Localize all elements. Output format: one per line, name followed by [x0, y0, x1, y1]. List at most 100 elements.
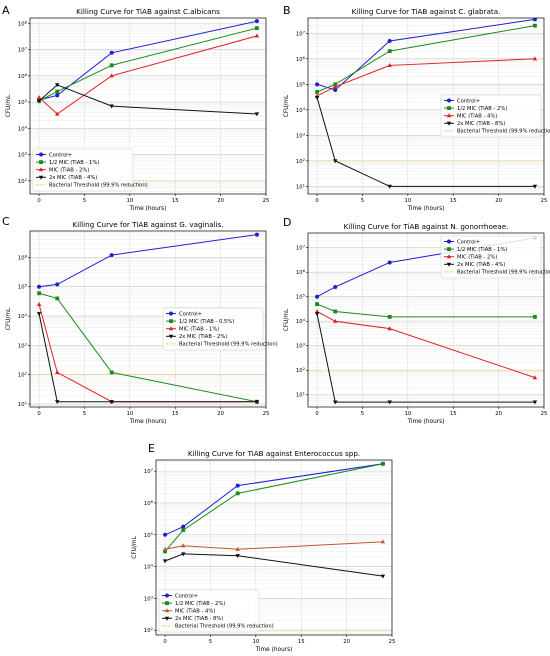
y-tick-label: 106	[18, 72, 28, 80]
legend-entry: 2x MIC (TiAB - 8%)	[175, 616, 223, 622]
legend-box	[32, 148, 134, 192]
series-line-4	[38, 313, 257, 403]
chart-title: Killing Curve for TiAB against C.albican…	[76, 7, 220, 16]
data-point-s2-3	[235, 491, 240, 496]
data-point-s2-2	[333, 82, 338, 87]
x-tick-label: 15	[298, 639, 305, 645]
data-point-s3-1	[314, 309, 320, 314]
data-point-s1-2	[55, 282, 60, 287]
x-tick-label: 5	[83, 411, 86, 417]
legend-marker	[446, 254, 452, 259]
data-point-s2-2	[181, 528, 186, 533]
x-tick-label: 20	[217, 411, 224, 417]
data-point-s1-2	[181, 524, 186, 529]
legend-marker	[446, 262, 452, 267]
y-axis-label: CFU/mL	[284, 94, 290, 117]
y-axis-label: CFU/mL	[6, 94, 12, 117]
x-tick-label: 15	[172, 198, 179, 204]
series-line-1	[316, 18, 535, 91]
data-point-s1-3	[235, 483, 240, 488]
data-point-s4-1	[314, 96, 320, 101]
data-point-s4-4	[532, 400, 538, 405]
legend-entry: MIC (TiAB - 4%)	[175, 609, 215, 615]
y-tick-label: 101	[296, 391, 306, 399]
chart-panel-c: C Killing Curve for TiAB against G. vagin…	[2, 215, 278, 425]
data-point-s3-4	[380, 539, 386, 544]
data-point-s4-3	[387, 184, 392, 189]
data-point-s1-2	[55, 93, 60, 98]
legend-marker	[164, 608, 170, 613]
panel-label: A	[2, 4, 10, 17]
legend: Control+ 1/2 MIC (TiAB - 1%) MIC (TiAB - 2…	[440, 235, 550, 279]
series-line-4	[164, 553, 383, 577]
x-tick-label: 20	[343, 639, 350, 645]
x-tick-label: 5	[361, 411, 364, 417]
data-point-s2-4	[255, 26, 259, 31]
data-point-s4-4	[254, 400, 260, 405]
data-point-s1-2	[333, 87, 338, 92]
data-point-s1-1	[315, 82, 320, 87]
legend-marker	[38, 167, 44, 172]
data-point-s1-4	[254, 232, 259, 237]
legend-entry: 2x MIC (TiAB - 8%)	[457, 121, 505, 127]
panel-label: C	[2, 215, 10, 228]
data-point-s3-4	[532, 56, 538, 61]
legend-marker	[447, 106, 451, 110]
x-tick-label: 20	[217, 198, 224, 204]
y-tick-label: 102	[18, 371, 28, 379]
y-tick-label: 102	[144, 626, 154, 634]
x-tick-label: 15	[172, 411, 179, 417]
data-point-s2-3	[109, 370, 114, 375]
y-tick-label: 107	[144, 467, 154, 475]
legend-marker	[39, 160, 43, 164]
y-tick-label: 104	[18, 312, 28, 320]
data-point-s4-1	[36, 99, 42, 104]
axes-frame	[155, 459, 393, 636]
data-point-s3-2	[181, 543, 186, 548]
x-tick-label: 15	[450, 411, 457, 417]
data-point-s3-1	[36, 301, 42, 306]
panel-label: B	[283, 4, 291, 17]
legend-marker	[168, 334, 174, 339]
series-line-4	[38, 84, 257, 115]
data-point-s3-4	[532, 375, 538, 380]
data-point-s2-2	[55, 296, 60, 301]
data-point-s1-2	[333, 284, 338, 289]
legend-box	[158, 589, 260, 633]
data-point-s4-4	[532, 184, 538, 189]
chart-title: Killing Curve for TiAB against N. gonorr…	[344, 222, 509, 231]
y-tick-label: 103	[296, 342, 306, 350]
y-tick-label: 102	[296, 366, 306, 374]
legend-entry: 2x MIC (TiAB - 4%)	[49, 175, 97, 181]
legend-box	[162, 307, 264, 351]
x-axis-label: Time (hours)	[407, 419, 445, 425]
y-tick-label: 105	[296, 80, 306, 88]
legend-box	[440, 235, 542, 279]
legend-marker	[165, 593, 169, 598]
y-tick-label: 106	[296, 55, 306, 63]
x-tick-label: 10	[252, 639, 259, 645]
data-point-s1-4	[532, 18, 537, 22]
chart-panel-a: A Killing Curve for TiAB against C.albica…	[2, 4, 269, 212]
y-tick-label: 102	[296, 157, 306, 165]
legend-entry: Bacterial Threshold (99.9% reduction)	[175, 624, 274, 630]
legend-entry: MIC (TiAB - 1%)	[179, 327, 219, 333]
series-line-1	[39, 234, 257, 288]
x-tick-label: 0	[163, 639, 167, 645]
series-line-4	[316, 313, 535, 403]
data-point-s4-2	[333, 159, 338, 164]
x-tick-label: 15	[450, 198, 457, 204]
panel-label: D	[283, 216, 291, 229]
data-point-s2-4	[533, 23, 537, 28]
data-point-s2-3	[387, 49, 392, 54]
legend-box	[440, 94, 542, 138]
y-tick-label: 104	[296, 317, 306, 325]
data-point-s3-1	[36, 95, 42, 100]
data-point-s4-4	[254, 112, 260, 117]
x-tick-label: 0	[315, 198, 319, 204]
y-tick-label: 105	[18, 283, 28, 291]
x-tick-label: 20	[495, 198, 502, 204]
data-point-s3-1	[162, 546, 168, 551]
axes-frame	[29, 230, 267, 408]
axes-frame	[307, 232, 545, 408]
